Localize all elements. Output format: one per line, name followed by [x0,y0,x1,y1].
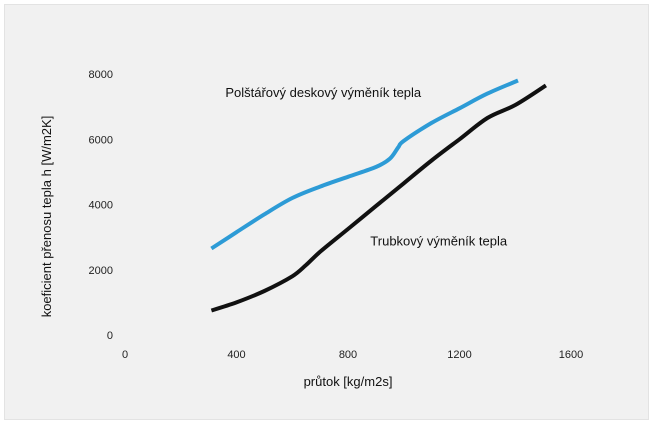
series-line-pillow-plate [210,78,519,251]
x-tick-label: 1200 [447,349,471,361]
y-tick-label: 4000 [89,200,113,212]
y-tick-label: 0 [107,330,113,342]
series-line-tube [210,83,547,313]
y-tick-label: 2000 [89,265,113,277]
chart-svg: 0 400 800 1200 1600 0 2000 4000 6000 8000 Polštář… [39,69,584,389]
tick-labels: 0 400 800 1200 1600 0 2000 4000 6000 8000 [89,69,584,361]
y-tick-label: 6000 [89,134,113,146]
x-tick-label: 400 [227,349,245,361]
y-tick-label: 8000 [89,69,113,81]
chart-frame: 0 400 800 1200 1600 0 2000 4000 6000 8000 Polštář… [4,4,649,420]
x-tick-label: 0 [122,349,128,361]
annotation-pillow-plate: Polštářový deskový výměník tepla [225,85,422,100]
y-axis-title: koeficient přenosu tepla h [W/m2K] [39,116,54,318]
x-axis-title: průtok [kg/m2s] [304,374,393,389]
x-tick-label: 1600 [559,349,583,361]
x-tick-label: 800 [339,349,357,361]
annotations: Polštářový deskový výměník tepla Trubkový… [225,85,508,248]
series-lines [210,78,547,313]
annotation-tube: Trubkový výměník tepla [370,233,508,248]
